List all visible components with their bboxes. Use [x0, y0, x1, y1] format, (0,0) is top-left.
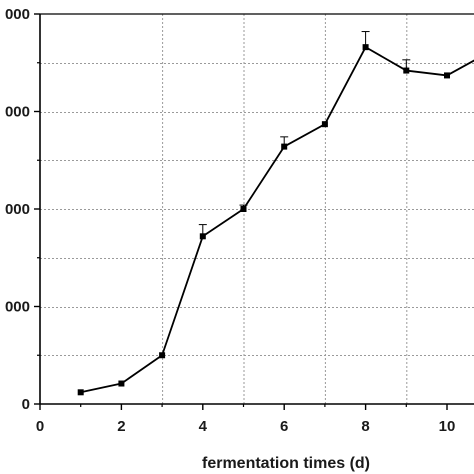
data-point-marker [199, 233, 206, 240]
x-tick-label: 0 [36, 418, 44, 435]
series-line [80, 46, 474, 394]
data-point-marker [240, 206, 247, 212]
x-tick-label: 4 [199, 418, 208, 435]
y-tick-label: 0 [22, 396, 30, 413]
x-axis-title: fermentation times (d) [202, 455, 370, 472]
data-point-marker [118, 380, 125, 387]
grid-lines [40, 14, 474, 404]
y-tick-label: 000 [5, 6, 30, 23]
data-point-marker [403, 67, 410, 74]
data-point-marker [281, 143, 288, 150]
x-tick-label: 10 [439, 418, 456, 435]
y-tick-label: 000 [5, 201, 30, 218]
data-series [77, 31, 474, 396]
y-tick-label: 000 [5, 299, 30, 316]
axes [34, 13, 474, 410]
x-tick-label: 6 [280, 418, 288, 435]
data-point-marker [321, 121, 328, 128]
data-point-marker [444, 72, 450, 79]
y-tick-label: 000 [5, 104, 30, 121]
x-tick-label: 8 [361, 418, 369, 435]
x-tick-label: 2 [117, 418, 125, 435]
data-point-marker [362, 44, 369, 51]
data-point-marker [159, 352, 166, 359]
data-point-marker [77, 389, 84, 396]
